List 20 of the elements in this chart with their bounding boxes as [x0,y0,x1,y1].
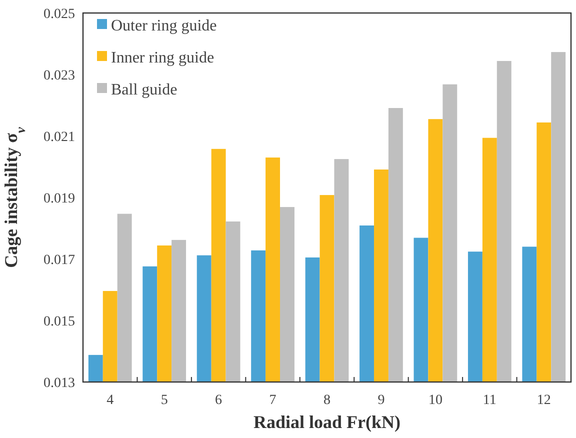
legend-label: Ball guide [111,82,178,99]
legend-label: Outer ring guide [111,18,217,35]
x-axis-title: Radial load Fr(kN) [253,412,401,432]
x-tick-label: 7 [269,393,276,408]
x-tick-label: 11 [482,393,496,408]
y-tick-label: 0.017 [44,252,75,268]
y-tick-label: 0.013 [44,376,75,391]
x-tick-label: 5 [160,393,168,408]
y-tick-label: 0.015 [44,314,75,330]
y-tick-label: 0.023 [44,68,75,84]
y-tick-label: 0.019 [44,191,75,206]
y-tick-label: 0.021 [44,130,75,145]
x-tick-label: 4 [106,393,114,408]
x-tick-label: 10 [428,393,442,408]
x-tick-label: 12 [536,393,551,408]
x-tick-label: 9 [378,393,385,408]
y-tick-label: 0.025 [44,6,75,22]
legend-label: Inner ring guide [111,50,214,67]
x-tick-label: 6 [215,393,222,408]
x-tick-label: 8 [324,393,330,408]
